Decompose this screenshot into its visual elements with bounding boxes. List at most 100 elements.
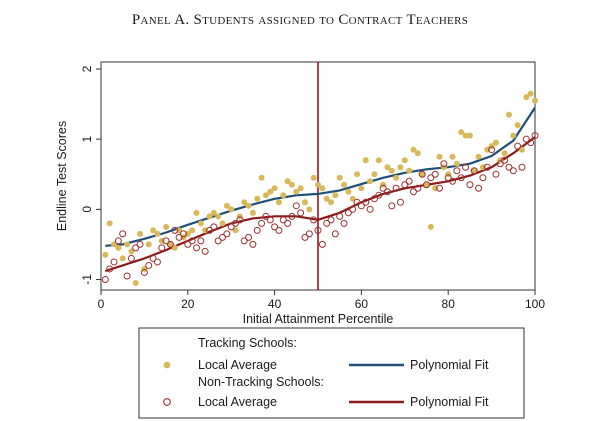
tracking-point <box>249 209 256 216</box>
tracking-point <box>471 167 478 174</box>
nontracking-point <box>449 177 457 185</box>
tracking-point <box>288 181 295 188</box>
x-tick-label: 100 <box>525 297 545 311</box>
nontracking-point <box>353 198 361 206</box>
tracking-point <box>102 251 109 258</box>
nontracking-point <box>409 188 417 196</box>
nontracking-point <box>479 174 487 182</box>
tracking-point <box>271 185 278 192</box>
nontracking-point <box>531 132 539 140</box>
nontracking-point <box>440 160 448 168</box>
x-tick-label: 40 <box>268 297 282 311</box>
nontracking-point <box>188 237 196 245</box>
nontracking-point <box>201 247 209 255</box>
tracking-point <box>310 174 317 181</box>
nontracking-point <box>327 216 335 224</box>
nontracking-point <box>310 216 318 224</box>
nontracking-point <box>153 258 161 266</box>
nontracking-point <box>492 170 500 178</box>
tracking-point <box>423 181 430 188</box>
nontracking-point <box>227 223 235 231</box>
tracking-point <box>332 192 339 199</box>
tracking-point <box>223 202 230 209</box>
nontracking-point <box>349 205 357 213</box>
nontracking-point <box>470 167 478 175</box>
tracking-point <box>523 94 530 101</box>
nontracking-point <box>166 240 174 248</box>
nontracking-point <box>301 233 309 241</box>
nontracking-point <box>192 244 200 252</box>
nontracking-point <box>171 226 179 234</box>
legend-tracking-marker <box>163 361 171 369</box>
tracking-point <box>301 199 308 206</box>
tracking-point <box>532 97 538 104</box>
tracking-point <box>267 188 274 195</box>
tracking-point <box>414 150 421 157</box>
nontracking-point <box>483 163 491 171</box>
nontracking-point <box>357 202 365 210</box>
nontracking-point <box>236 216 244 224</box>
nontracking-point <box>340 219 348 227</box>
nontracking-point <box>149 254 157 262</box>
nontracking-point <box>223 230 231 238</box>
tracking-point <box>380 181 387 188</box>
tracking-point <box>440 164 447 171</box>
tracking-point <box>488 143 495 150</box>
tracking-point <box>410 146 417 153</box>
tracking-point <box>106 220 113 227</box>
tracking-point <box>401 157 408 164</box>
x-tick-label: 80 <box>442 297 456 311</box>
tracking-point <box>258 174 265 181</box>
nontracking-point <box>275 226 283 234</box>
tracking-point <box>315 181 321 188</box>
nontracking-point <box>179 230 187 238</box>
nontracking-point <box>462 163 470 171</box>
nontracking-point <box>210 223 218 231</box>
tracking-point <box>384 164 391 171</box>
tracking-point <box>397 164 404 171</box>
tracking-point <box>145 241 152 248</box>
y-axis: -1 0 1 2 <box>80 65 101 285</box>
tracking-point <box>215 213 222 220</box>
nontracking-point <box>219 233 227 241</box>
tracking-point <box>510 132 517 139</box>
panel-title: Panel A. Students assigned to Contract T… <box>131 12 469 28</box>
nontracking-point <box>175 233 183 241</box>
nontracking-point <box>110 258 118 266</box>
tracking-point <box>293 188 300 195</box>
nontracking-point <box>314 226 322 234</box>
nontracking-point <box>496 160 504 168</box>
nontracking-point <box>136 240 144 248</box>
tracking-point <box>137 230 144 237</box>
tracking-point <box>163 223 170 230</box>
tracking-point <box>406 167 413 174</box>
tracking-point <box>328 199 335 206</box>
y-tick-label: -1 <box>80 274 94 285</box>
tracking-point <box>306 206 313 213</box>
y-tick-label: 0 <box>80 206 94 213</box>
nontracking-point <box>145 261 153 269</box>
x-axis: 0 20 40 60 80 100 <box>98 290 545 311</box>
tracking-point <box>280 192 287 199</box>
tracking-point <box>466 132 473 139</box>
tracking-point <box>501 150 508 157</box>
nontracking-point <box>162 237 170 245</box>
nontracking-point <box>132 244 140 252</box>
tracking-point <box>236 213 243 220</box>
nontracking-point <box>297 209 305 217</box>
tracking-point <box>492 139 499 146</box>
nontracking-point <box>457 174 465 182</box>
nontracking-point <box>158 244 166 252</box>
nontracking-point <box>514 142 522 150</box>
legend: Tracking Schools: Local Average Polynomi… <box>138 327 525 419</box>
tracking-point <box>154 230 161 237</box>
tracking-point <box>453 160 460 167</box>
nontracking-point <box>401 181 409 189</box>
tracking-point <box>197 220 204 227</box>
tracking-point <box>132 279 139 286</box>
legend-nontracking-marker <box>163 398 171 406</box>
nontracking-point <box>527 139 535 147</box>
nontracking-point <box>232 219 240 227</box>
nontracking-point <box>505 163 513 171</box>
